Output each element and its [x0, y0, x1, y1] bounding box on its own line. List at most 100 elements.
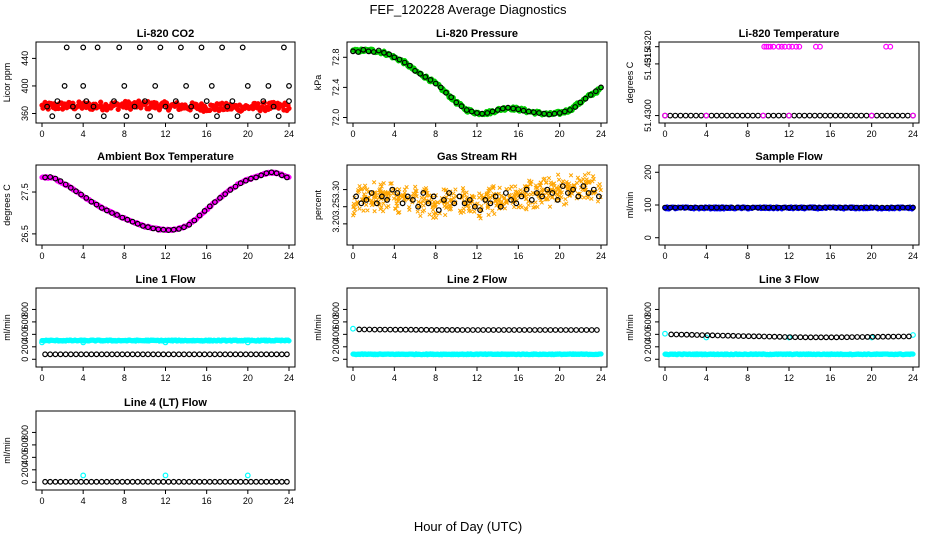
data-point — [62, 181, 69, 188]
data-point — [502, 195, 507, 200]
data-point — [853, 112, 860, 119]
series-1 — [350, 46, 604, 118]
data-point — [534, 190, 540, 196]
y-axis-label: kPa — [313, 75, 323, 91]
y-axis-label: degrees C — [2, 184, 12, 226]
data-point — [461, 200, 468, 207]
data-point — [406, 62, 413, 69]
data-point — [227, 186, 234, 193]
x-tick-label: 8 — [433, 129, 438, 139]
data-point — [672, 112, 679, 119]
x-tick-label: 12 — [160, 251, 170, 261]
x-tick-label: 8 — [122, 251, 127, 261]
data-point — [413, 184, 418, 189]
x-tick-label: 8 — [122, 373, 127, 383]
data-point — [453, 99, 460, 106]
y-tick-label: 400 — [331, 327, 341, 342]
y-tick-label: 200 — [331, 339, 341, 354]
data-point — [529, 179, 534, 184]
data-point — [131, 103, 138, 110]
data-point — [703, 204, 710, 211]
data-point — [170, 351, 177, 358]
data-point — [404, 184, 409, 190]
data-point — [720, 332, 726, 339]
data-point — [823, 334, 830, 341]
data-point — [761, 333, 768, 340]
data-point — [509, 184, 514, 189]
x-tick-label: 0 — [350, 373, 355, 383]
data-point — [211, 478, 218, 485]
data-point — [391, 54, 398, 61]
data-point — [555, 186, 561, 192]
y-tick-label: 0 — [331, 357, 341, 362]
data-point — [363, 196, 370, 203]
data-point — [44, 103, 50, 110]
data-point — [451, 195, 456, 200]
data-point — [577, 99, 584, 106]
data-point — [887, 43, 894, 50]
data-point — [520, 107, 527, 114]
data-point — [863, 112, 870, 119]
data-point — [563, 327, 569, 333]
data-point — [694, 332, 700, 338]
data-point — [379, 184, 384, 189]
data-point — [191, 478, 198, 485]
data-point — [486, 186, 492, 191]
data-point — [437, 84, 444, 91]
data-point — [848, 204, 854, 211]
x-tick-label: 16 — [825, 129, 835, 139]
data-point — [791, 112, 798, 119]
data-point — [827, 204, 834, 211]
data-point — [817, 204, 823, 211]
x-tick-label: 24 — [596, 251, 606, 261]
data-point — [549, 190, 556, 196]
data-point — [395, 203, 400, 209]
data-point — [662, 330, 668, 337]
data-point — [461, 209, 466, 215]
data-point — [511, 199, 517, 204]
data-point — [466, 196, 473, 203]
data-point — [278, 351, 285, 358]
data-point — [222, 478, 229, 485]
data-point — [550, 194, 555, 200]
data-point — [556, 186, 561, 191]
data-point — [119, 478, 126, 485]
x-tick-label: 20 — [867, 129, 877, 139]
data-point — [414, 194, 419, 199]
y-tick-label: 400 — [20, 78, 30, 93]
data-point — [497, 203, 504, 210]
y-tick-label: 400 — [20, 327, 30, 342]
data-point — [263, 351, 270, 358]
data-point — [504, 200, 509, 205]
data-point — [536, 110, 542, 116]
data-point — [443, 89, 449, 96]
data-point — [170, 226, 177, 233]
data-point — [499, 105, 506, 112]
data-point — [203, 98, 210, 104]
y-tick-label: 600 — [643, 314, 653, 329]
data-point — [718, 112, 725, 119]
data-point — [565, 190, 571, 196]
data-point — [433, 215, 439, 220]
x-tick-label: 24 — [284, 496, 294, 506]
data-point — [556, 110, 563, 116]
data-point — [139, 478, 146, 485]
data-point — [244, 82, 251, 89]
data-point — [358, 200, 365, 207]
data-point — [366, 326, 373, 333]
data-point — [875, 333, 881, 340]
data-point — [73, 188, 79, 195]
data-point — [447, 204, 452, 209]
data-point — [778, 43, 785, 50]
data-point — [559, 195, 564, 200]
data-point — [662, 204, 668, 211]
data-point — [475, 327, 481, 333]
data-point — [559, 183, 566, 190]
data-point — [718, 204, 725, 211]
data-point — [244, 472, 251, 479]
data-point — [570, 186, 576, 193]
data-point — [477, 191, 482, 196]
data-point — [396, 56, 403, 63]
y-tick-label: 0 — [643, 235, 653, 240]
data-point — [477, 195, 482, 200]
